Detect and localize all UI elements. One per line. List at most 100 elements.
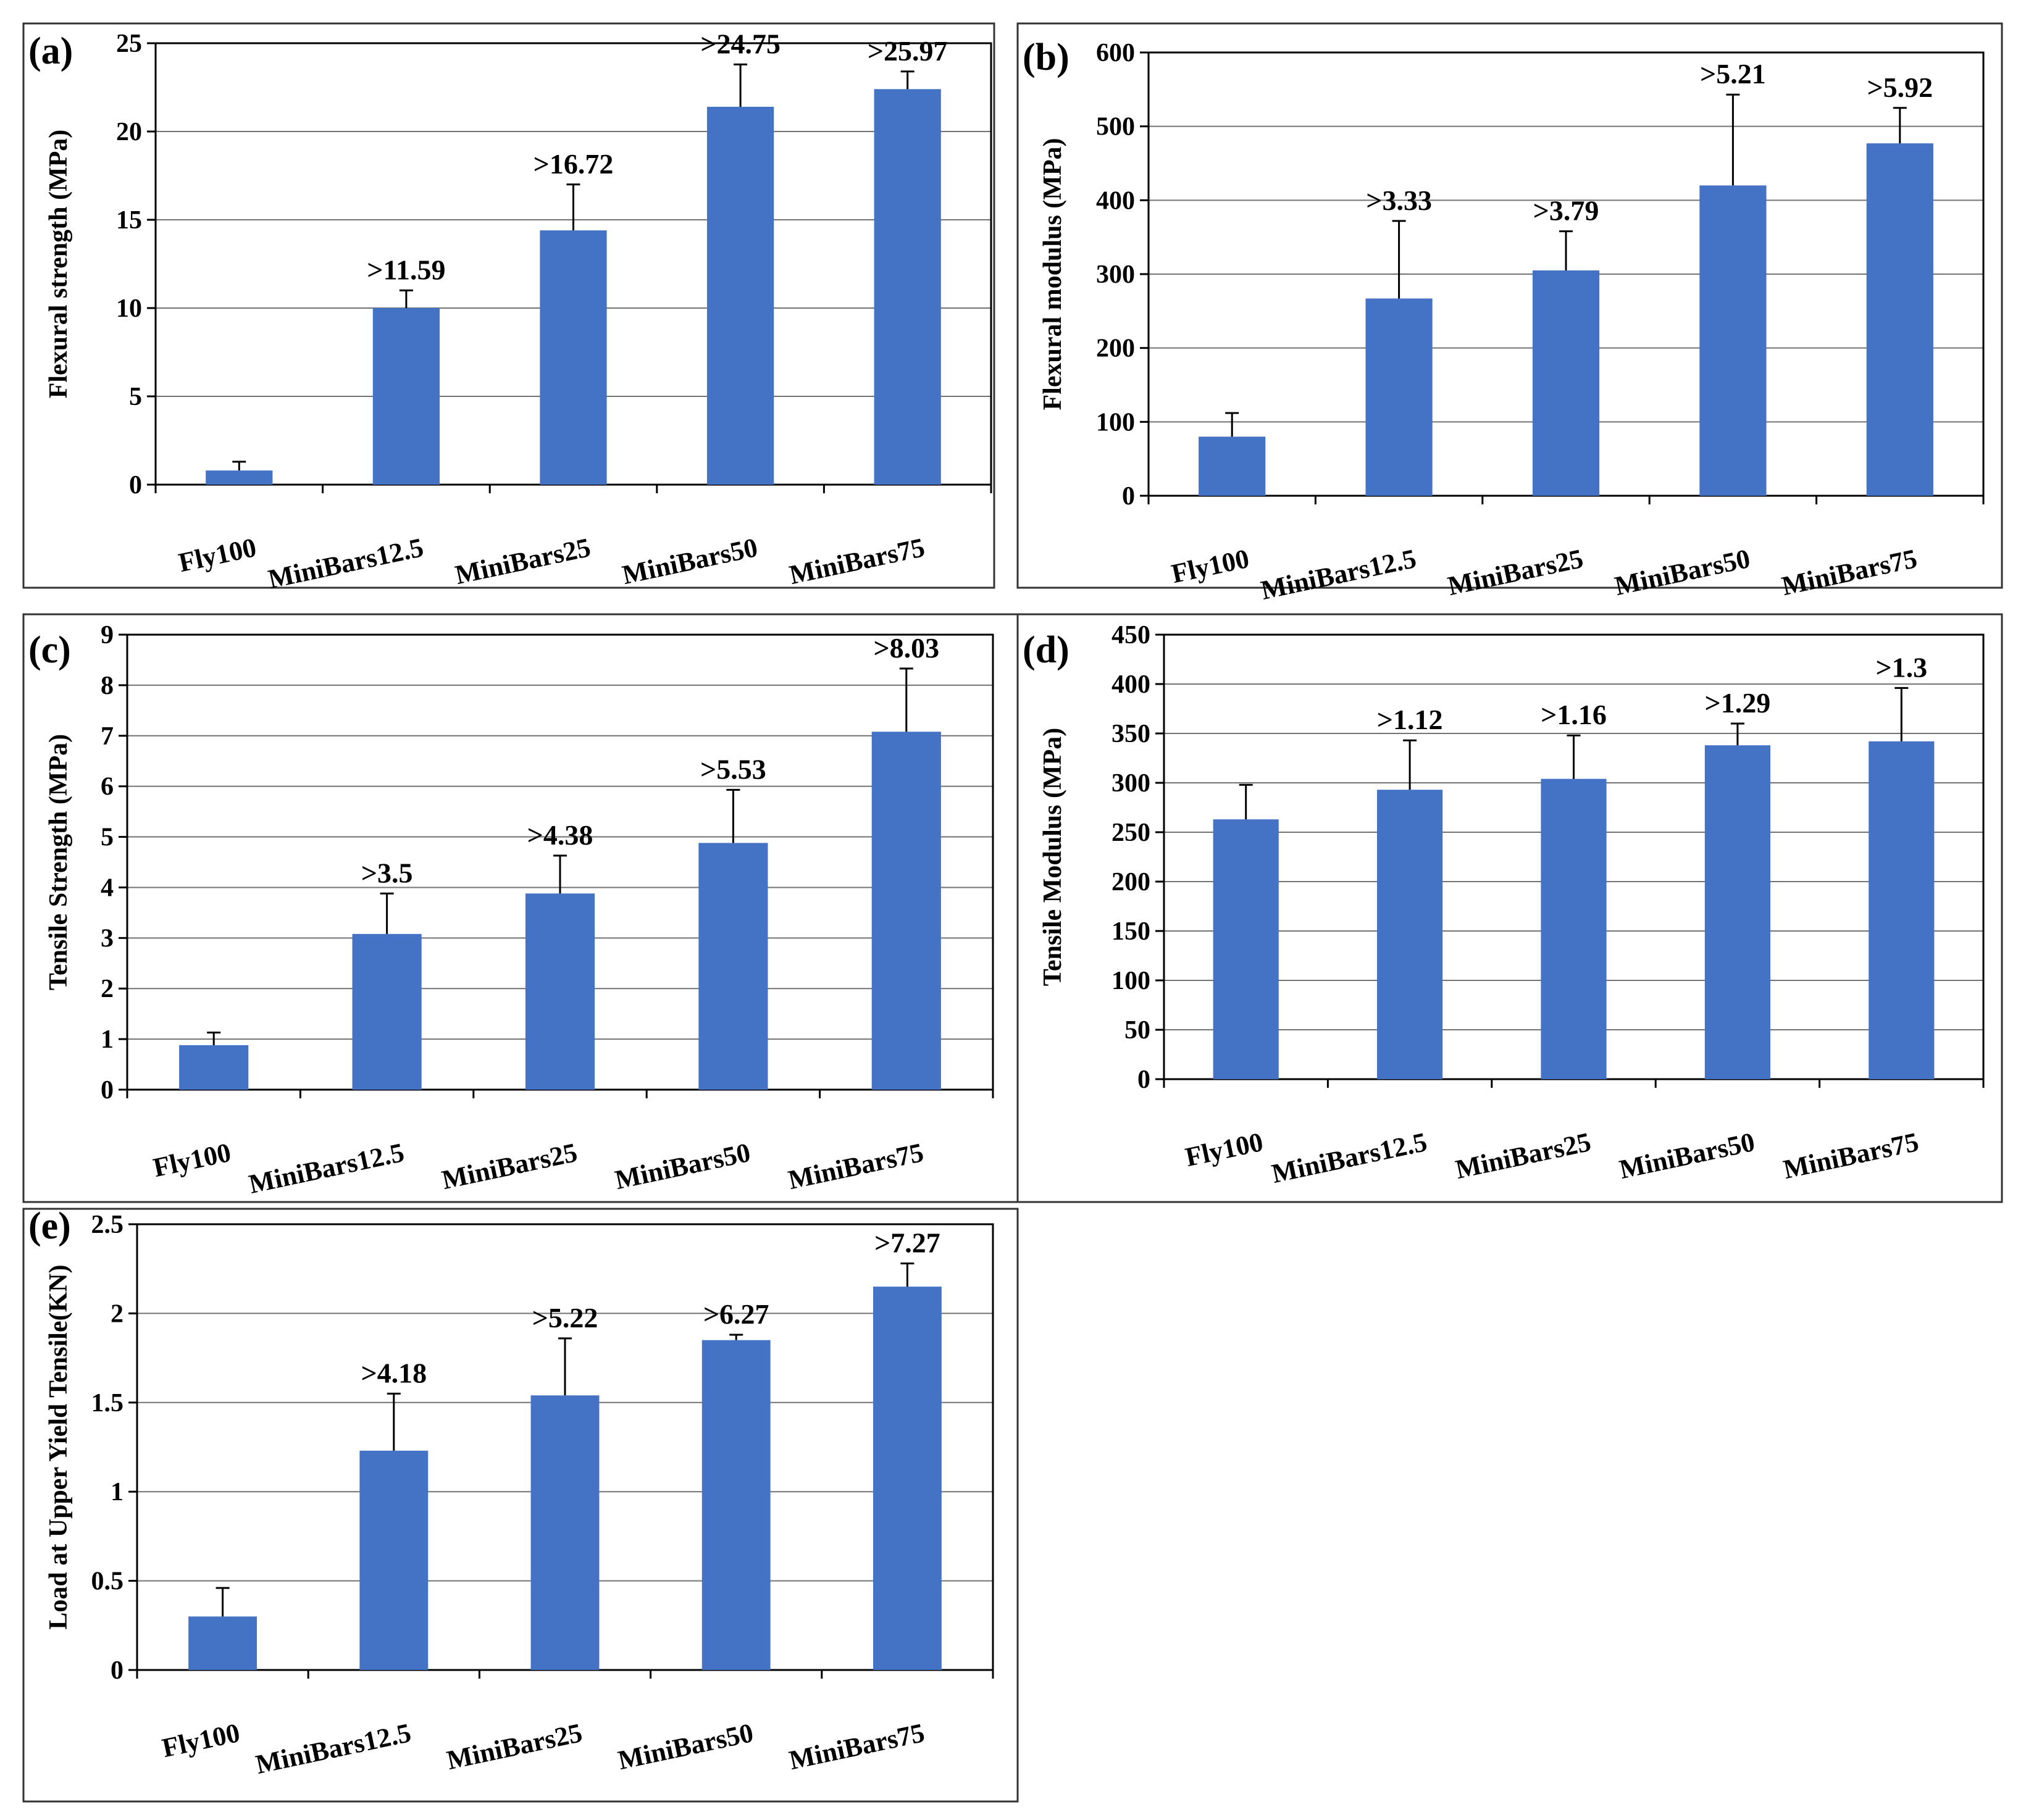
bar-Fly100 [1199, 436, 1266, 496]
data-label: >3.33 [1366, 185, 1432, 216]
y-tick-label: 0 [1137, 1066, 1150, 1094]
bar-MiniBars12.5 [1365, 298, 1433, 496]
bar-MiniBars12.5 [352, 933, 422, 1090]
y-tick-label: 400 [1111, 670, 1150, 699]
bar-MiniBars12.5 [359, 1450, 429, 1670]
y-tick-label: 300 [1111, 769, 1150, 798]
y-axis-label: Flexural modulus (MPa) [1039, 138, 1067, 411]
chart-panel-a: 0 5 10 15 20 25 Flexural strength (MPa) Fly100 >… [22, 22, 995, 595]
y-tick-label: 8 [101, 672, 114, 700]
y-tick-label: 300 [1096, 261, 1135, 289]
data-label: >3.79 [1533, 195, 1599, 227]
y-tick-label: 100 [1111, 967, 1150, 995]
x-tick-label: MiniBars75 [787, 532, 927, 590]
x-tick-label: MiniBars12.5 [246, 1137, 407, 1200]
x-tick-label: MiniBars25 [1445, 543, 1586, 601]
bar-MiniBars12.5 [372, 308, 440, 485]
chart-panel-b: 0 100 200 300 400 500 600 Flexural modulus (MPa… [1016, 22, 2003, 606]
chart-panel-e: 0 0.5 1 1.5 2 2.5 Load at Upper Yield Tensile(… [22, 1205, 1019, 1803]
y-axis-label: Flexural strength (MPa) [44, 130, 73, 398]
chart-panel-c: 0 1 2 3 4 5 6 7 8 9 Tensile Strength (MPa) Fly100 >3… [22, 613, 1019, 1203]
x-tick-label: MiniBars25 [1453, 1127, 1594, 1185]
x-tick-label: MiniBars25 [439, 1137, 580, 1195]
x-tick-label: MiniBars12.5 [253, 1718, 414, 1780]
bar-MiniBars75 [873, 1287, 942, 1670]
y-tick-label: 450 [1111, 621, 1150, 649]
y-tick-label: 0 [101, 1076, 114, 1104]
y-tick-label: 15 [116, 206, 142, 235]
x-tick-label: MiniBars50 [613, 1137, 753, 1195]
data-label: >25.97 [868, 35, 948, 67]
data-label: >1.3 [1875, 651, 1927, 683]
x-tick-label: Fly100 [1183, 1127, 1266, 1172]
bar-MiniBars25 [540, 230, 607, 485]
y-tick-label: 9 [101, 621, 114, 649]
bar-MiniBars75 [1869, 741, 1935, 1079]
chart-panel-d: 0 50 100 150 200 250 300 350 400 450 Tensile Modul… [1016, 613, 2003, 1203]
bar-MiniBars12.5 [1377, 790, 1443, 1079]
bar-MiniBars25 [525, 893, 595, 1090]
y-tick-label: 600 [1096, 39, 1135, 67]
y-tick-label: 0 [129, 471, 142, 499]
panel-frame [1016, 613, 2003, 1203]
x-tick-label: Fly100 [1169, 543, 1252, 589]
x-tick-label: MiniBars12.5 [1269, 1127, 1430, 1189]
panel-label: (b) [1023, 36, 1070, 78]
y-tick-label: 500 [1096, 113, 1135, 141]
y-tick-label: 400 [1096, 186, 1135, 215]
y-tick-label: 4 [101, 874, 114, 902]
x-tick-label: MiniBars12.5 [266, 532, 426, 595]
data-label: >8.03 [873, 632, 939, 664]
data-label: >4.18 [361, 1357, 427, 1388]
y-tick-label: 100 [1096, 408, 1135, 436]
x-tick-label: MiniBars50 [615, 1718, 756, 1776]
bar-MiniBars50 [701, 1340, 771, 1670]
x-tick-label: Fly100 [176, 532, 259, 578]
y-tick-label: 0.5 [91, 1567, 124, 1596]
y-tick-label: 0 [1122, 482, 1135, 511]
data-label: >4.38 [527, 819, 593, 851]
bar-MiniBars75 [1866, 143, 1933, 496]
y-tick-label: 7 [101, 722, 114, 751]
bar-MiniBars50 [698, 843, 768, 1090]
panel-frame [22, 613, 1019, 1203]
panel-frame [1016, 22, 2003, 589]
y-tick-label: 1 [111, 1478, 123, 1506]
data-label: >5.22 [532, 1302, 598, 1334]
data-label: >1.12 [1377, 704, 1443, 735]
x-tick-label: Fly100 [151, 1137, 234, 1183]
y-tick-label: 200 [1111, 868, 1150, 896]
y-tick-label: 5 [129, 383, 142, 411]
x-tick-label: Fly100 [159, 1718, 243, 1763]
y-axis-label: Tensile Strength (MPa) [44, 734, 73, 990]
data-label: >5.21 [1700, 58, 1766, 90]
bar-MiniBars25 [1532, 270, 1600, 496]
data-label: >1.29 [1705, 687, 1771, 719]
bar-MiniBars50 [706, 106, 774, 485]
y-tick-label: 1 [101, 1025, 114, 1054]
bar-MiniBars25 [1541, 779, 1607, 1079]
y-tick-label: 3 [101, 924, 114, 953]
y-tick-label: 150 [1111, 917, 1150, 946]
x-tick-label: MiniBars50 [1617, 1127, 1757, 1185]
y-tick-label: 5 [101, 824, 114, 852]
x-tick-label: MiniBars12.5 [1258, 543, 1419, 606]
x-tick-label: MiniBars25 [444, 1718, 585, 1776]
y-tick-label: 2 [111, 1300, 123, 1328]
x-tick-label: MiniBars75 [785, 1137, 926, 1195]
bar-MiniBars50 [1699, 185, 1767, 496]
y-tick-label: 350 [1111, 720, 1150, 748]
y-tick-label: 20 [116, 118, 142, 146]
y-tick-label: 50 [1124, 1016, 1150, 1045]
bar-Fly100 [179, 1045, 249, 1090]
y-tick-label: 1.5 [91, 1389, 124, 1417]
y-tick-label: 200 [1096, 335, 1135, 363]
y-tick-label: 25 [116, 30, 142, 58]
panel-frame [22, 1208, 1019, 1803]
data-label: >24.75 [700, 28, 781, 59]
x-tick-label: MiniBars50 [619, 532, 760, 590]
x-tick-label: MiniBars25 [453, 532, 593, 590]
data-label: >11.59 [367, 254, 445, 285]
bar-Fly100 [1213, 819, 1279, 1079]
